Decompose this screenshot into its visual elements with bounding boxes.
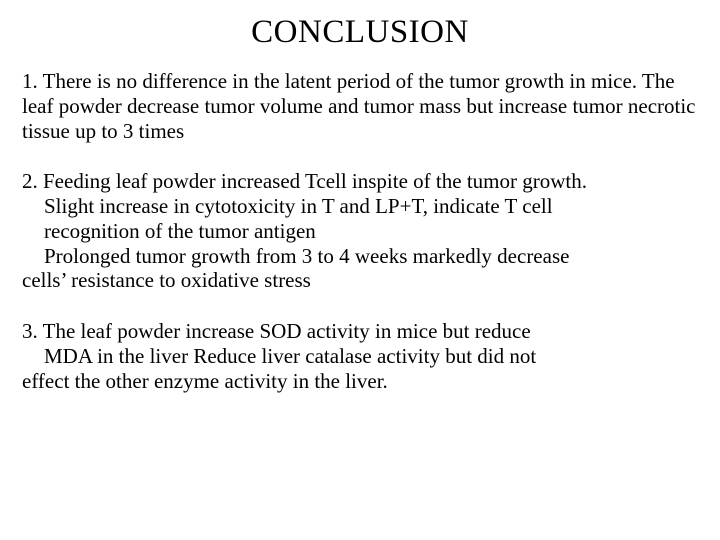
p2-line-5: cells’ resistance to oxidative stress [22, 268, 698, 293]
conclusion-paragraph-1: 1. There is no difference in the latent … [22, 69, 698, 143]
p3-line-3: effect the other enzyme activity in the … [22, 369, 698, 394]
p2-line-3: recognition of the tumor antigen [22, 219, 698, 244]
p3-line-1: 3. The leaf powder increase SOD activity… [22, 319, 698, 344]
page-title: CONCLUSION [22, 14, 698, 51]
p2-line-2: Slight increase in cytotoxicity in T and… [22, 194, 698, 219]
conclusion-paragraph-2: 2. Feeding leaf powder increased Tcell i… [22, 169, 698, 293]
p2-line-1: 2. Feeding leaf powder increased Tcell i… [22, 169, 698, 194]
p2-line-4: Prolonged tumor growth from 3 to 4 weeks… [22, 244, 698, 269]
conclusion-paragraph-3: 3. The leaf powder increase SOD activity… [22, 319, 698, 393]
p3-line-2: MDA in the liver Reduce liver catalase a… [22, 344, 698, 369]
